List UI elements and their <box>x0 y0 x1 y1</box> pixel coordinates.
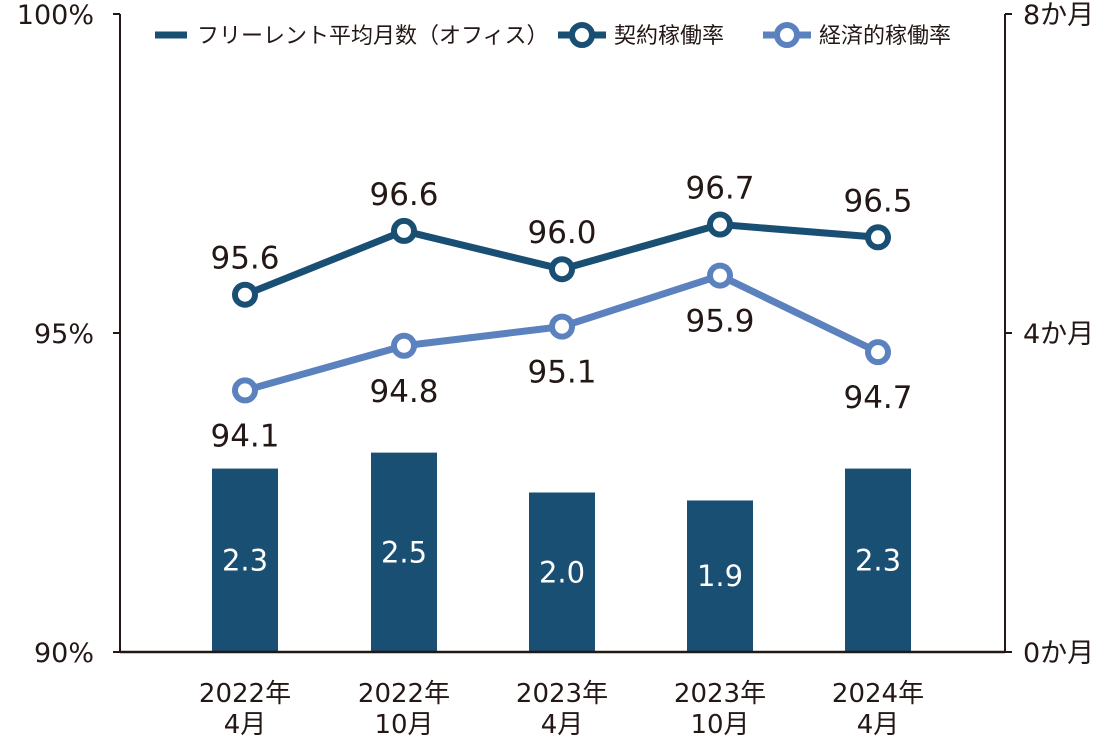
x-tick-label-month: 4月 <box>857 710 900 740</box>
data-labels: 95.6 96.6 96.0 96.7 96.5 94.1 94.8 95.1 95.9 94.7 <box>210 171 912 455</box>
y-left-tick-label: 95% <box>34 319 94 350</box>
bar <box>212 468 278 652</box>
y-right-tick-label: 0か月 <box>1023 638 1094 669</box>
bar <box>529 492 595 652</box>
data-point-label: 94.7 <box>843 380 912 416</box>
bar-value-label: 2.3 <box>222 543 268 577</box>
x-tick-label-year: 2024年 <box>832 679 924 709</box>
data-point-label: 95.1 <box>527 355 596 391</box>
y-left-tick-label: 90% <box>34 638 94 669</box>
bar-value-label: 2.0 <box>539 555 585 589</box>
bar-value-label: 2.5 <box>381 535 427 569</box>
data-point-marker <box>865 224 891 251</box>
data-point-marker <box>232 377 258 404</box>
axes: 100% 95% 90% 8か月 4か月 0か月 <box>17 0 1094 669</box>
data-point-marker <box>865 339 891 366</box>
data-point-label: 96.6 <box>369 177 438 213</box>
data-point-marker <box>391 217 417 244</box>
x-tick-label-year: 2023年 <box>516 679 608 709</box>
legend-label: フリーレント平均月数（オフィス） <box>197 24 549 49</box>
x-tick-label-month: 10月 <box>374 710 433 740</box>
x-tick-label-month: 4月 <box>541 710 584 740</box>
legend-label: 経済的稼働率 <box>819 24 951 49</box>
data-point-marker <box>707 262 733 289</box>
data-point-marker <box>391 332 417 359</box>
y-right-tick-label: 8か月 <box>1023 0 1094 31</box>
data-point-marker <box>232 281 258 308</box>
line-series <box>232 211 891 404</box>
data-point-label: 96.0 <box>527 215 596 251</box>
legend: フリーレント平均月数（オフィス） 契約稼働率 経済的稼働率 <box>155 22 951 49</box>
legend-marker <box>774 22 800 48</box>
data-point-label: 96.7 <box>685 171 754 207</box>
x-tick-label-year: 2023年 <box>674 679 766 709</box>
data-point-marker <box>707 211 733 238</box>
legend-marker <box>569 22 595 48</box>
data-point-label: 94.1 <box>210 418 279 454</box>
data-point-label: 96.5 <box>843 183 912 219</box>
legend-label: 契約稼働率 <box>614 24 724 49</box>
y-left-tick-label: 100% <box>17 0 94 31</box>
data-point-label: 94.8 <box>369 374 438 410</box>
bar-value-label: 1.9 <box>697 559 743 593</box>
x-tick-label-year: 2022年 <box>199 679 291 709</box>
bar-series: 2.3 2.5 2.0 1.9 2.3 <box>212 452 911 652</box>
x-tick-label-month: 4月 <box>224 710 267 740</box>
data-point-label: 95.6 <box>210 241 279 277</box>
bar <box>371 452 437 652</box>
y-right-tick-label: 4か月 <box>1023 319 1094 350</box>
x-tick-label-year: 2022年 <box>358 679 450 709</box>
bar <box>845 468 911 652</box>
data-point-marker <box>549 256 575 283</box>
x-tick-label-month: 10月 <box>690 710 749 740</box>
bar-value-label: 2.3 <box>855 543 901 577</box>
data-point-marker <box>549 313 575 340</box>
data-point-label: 95.9 <box>685 304 754 340</box>
bar <box>687 500 753 652</box>
